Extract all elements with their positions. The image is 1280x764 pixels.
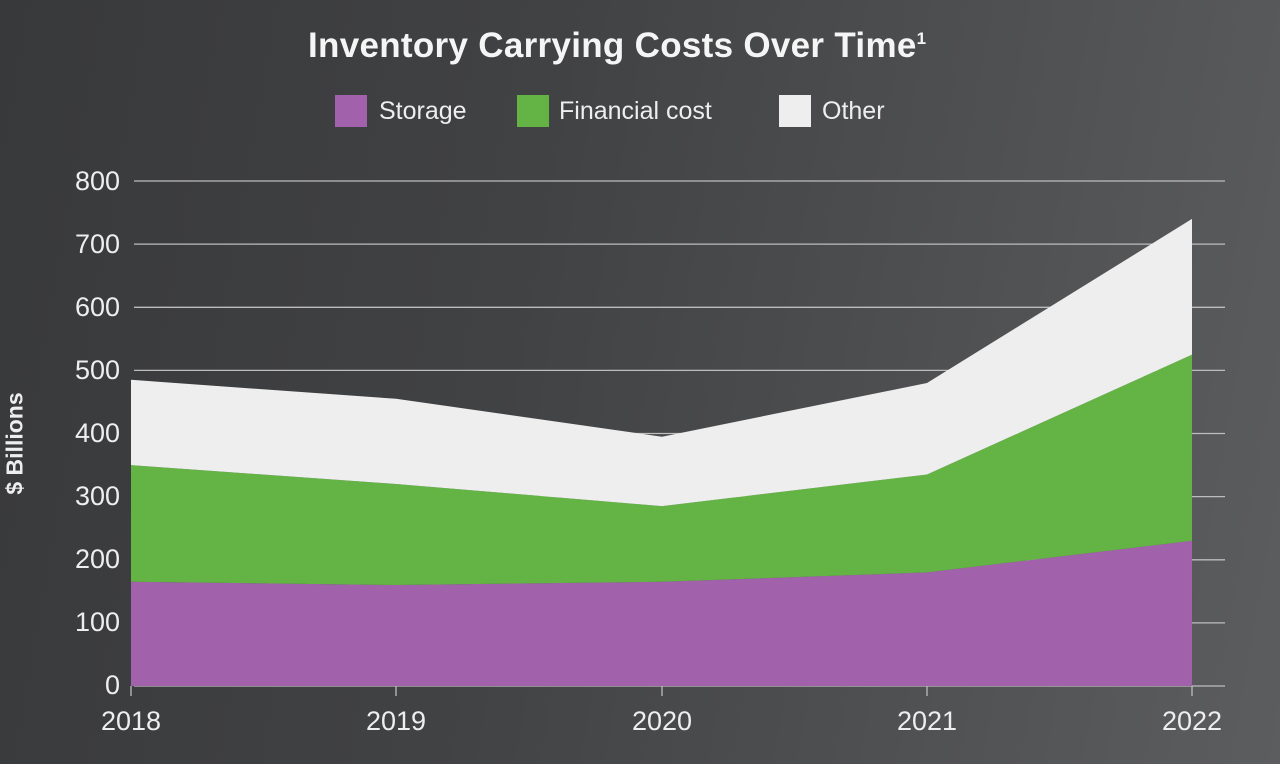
svg-text:400: 400 xyxy=(75,418,120,448)
svg-text:200: 200 xyxy=(75,544,120,574)
svg-text:700: 700 xyxy=(75,229,120,259)
svg-text:100: 100 xyxy=(75,607,120,637)
svg-text:2020: 2020 xyxy=(632,706,692,736)
svg-text:2021: 2021 xyxy=(897,706,957,736)
svg-text:800: 800 xyxy=(75,166,120,196)
svg-text:600: 600 xyxy=(75,292,120,322)
svg-text:500: 500 xyxy=(75,355,120,385)
svg-text:2018: 2018 xyxy=(101,706,161,736)
svg-text:300: 300 xyxy=(75,481,120,511)
svg-text:2019: 2019 xyxy=(366,706,426,736)
svg-text:2022: 2022 xyxy=(1162,706,1222,736)
svg-text:0: 0 xyxy=(105,670,120,700)
